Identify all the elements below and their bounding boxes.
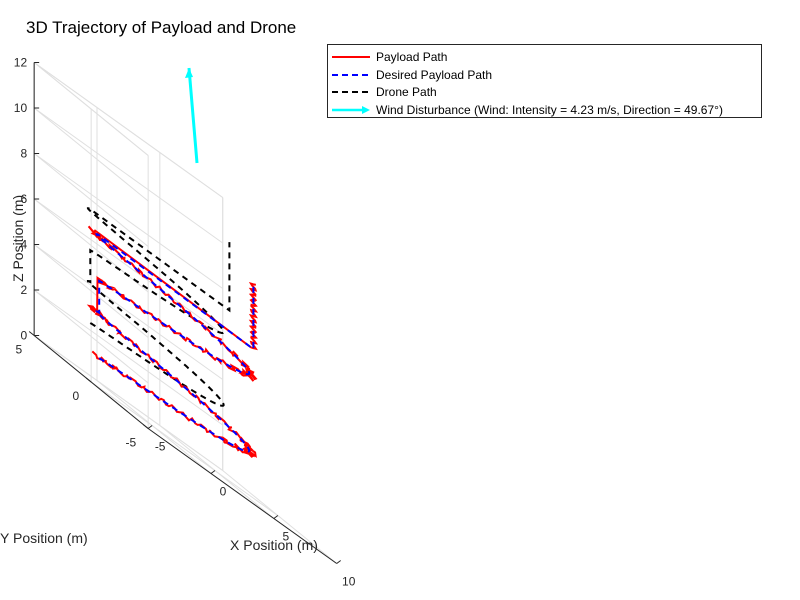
x-tick-mark: [210, 470, 216, 474]
grid-line-z-side: [33, 289, 149, 384]
legend-label-desired: Desired Payload Path: [376, 68, 493, 82]
payload-path-line: [86, 225, 259, 459]
drone-path-line: [86, 207, 231, 407]
x-axis-label: X Position (m): [230, 537, 318, 553]
y-tick-mark: [85, 377, 92, 383]
legend: Payload Path Desired Payload Path Drone …: [327, 44, 762, 118]
legend-label-payload: Payload Path: [376, 50, 448, 64]
x-tick-label: 10: [342, 575, 356, 589]
z-tick-label: 6: [20, 192, 27, 206]
y-axis-label: Y Position (m): [0, 530, 88, 546]
x-tick-label: 0: [220, 485, 227, 499]
y-tick-mark: [142, 424, 149, 429]
desired-payload-path-line: [95, 233, 255, 453]
grid-line-z-back: [33, 198, 223, 335]
z-axis-label-text: Z Position (m): [10, 194, 26, 282]
wind-disturbance-arrow: [187, 67, 199, 164]
legend-swatch-drone: [332, 91, 370, 93]
x-axis-line: [147, 428, 337, 564]
legend-item-desired: Desired Payload Path: [328, 66, 761, 84]
axis-layer: [28, 62, 342, 564]
grid-line-z-back: [33, 244, 223, 380]
legend-label-wind: Wind Disturbance (Wind: Intensity = 4.23…: [376, 103, 723, 117]
x-tick-mark: [336, 560, 342, 564]
z-axis-label: Z Position (m): [10, 195, 26, 282]
series-layer: [86, 67, 259, 459]
legend-swatch-wind: [332, 106, 370, 114]
x-tick-label: 5: [283, 530, 290, 544]
legend-item-payload: Payload Path: [328, 48, 761, 66]
z-tick-label: 4: [20, 238, 27, 252]
legend-swatch-desired: [332, 74, 370, 76]
grid-line-z-side: [33, 244, 149, 338]
grid-line-z-back: [33, 153, 223, 289]
x-tick-mark: [147, 425, 153, 429]
z-tick-label: 2: [20, 283, 27, 297]
box-edge: [33, 62, 223, 198]
z-tick-label: 12: [14, 56, 28, 70]
grid-line-z-side: [33, 107, 149, 202]
grid-line-y-floor: [90, 381, 280, 518]
legend-label-drone: Drone Path: [376, 85, 437, 99]
x-tick-mark: [273, 515, 279, 519]
box-edge: [33, 62, 149, 156]
y-tick-label: 5: [15, 343, 22, 357]
chart-title: 3D Trajectory of Payload and Drone: [26, 18, 297, 37]
grid-line-z-side: [33, 153, 149, 247]
legend-swatch-payload: [332, 56, 370, 58]
y-tick-label: -5: [125, 436, 136, 450]
grid-line-z-back: [33, 335, 223, 471]
x-tick-label: -5: [155, 440, 166, 454]
z-tick-label: 0: [20, 329, 27, 343]
grid-line-z-back: [33, 107, 223, 244]
z-tick-label: 8: [20, 147, 27, 161]
wind-arrow-head: [185, 68, 193, 78]
legend-item-drone: Drone Path: [328, 83, 761, 101]
grid-layer: [33, 62, 338, 564]
grid-line-z-back: [33, 289, 223, 426]
y-tick-label: 0: [72, 389, 79, 403]
legend-item-wind: Wind Disturbance (Wind: Intensity = 4.23…: [328, 101, 761, 119]
z-tick-label: 10: [14, 101, 28, 115]
y-tick-mark: [28, 331, 35, 336]
